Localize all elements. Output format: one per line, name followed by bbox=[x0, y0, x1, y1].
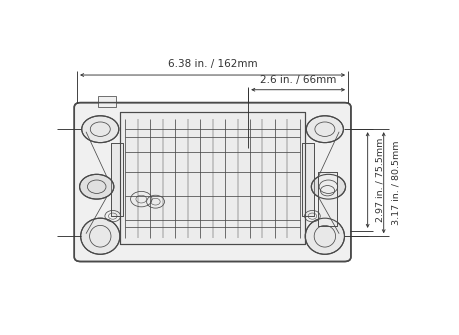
Bar bbox=[317, 172, 336, 226]
Bar bbox=[120, 113, 305, 244]
Bar bbox=[317, 172, 336, 226]
Bar bbox=[111, 143, 123, 216]
Text: 2.97 in. / 75.5mm: 2.97 in. / 75.5mm bbox=[375, 138, 384, 222]
Bar bbox=[301, 143, 313, 216]
Circle shape bbox=[82, 116, 118, 143]
Bar bbox=[98, 96, 116, 107]
Circle shape bbox=[79, 174, 113, 199]
Bar bbox=[120, 113, 305, 244]
Circle shape bbox=[311, 174, 345, 199]
Text: 3.17 in. / 80.5mm: 3.17 in. / 80.5mm bbox=[391, 140, 400, 225]
Circle shape bbox=[306, 116, 343, 143]
Ellipse shape bbox=[80, 218, 120, 254]
Bar bbox=[111, 143, 123, 216]
Text: 2.6 in. / 66mm: 2.6 in. / 66mm bbox=[259, 75, 336, 85]
Text: 6.38 in. / 162mm: 6.38 in. / 162mm bbox=[168, 59, 257, 69]
Bar bbox=[301, 143, 313, 216]
Ellipse shape bbox=[305, 218, 344, 254]
FancyBboxPatch shape bbox=[74, 103, 350, 262]
